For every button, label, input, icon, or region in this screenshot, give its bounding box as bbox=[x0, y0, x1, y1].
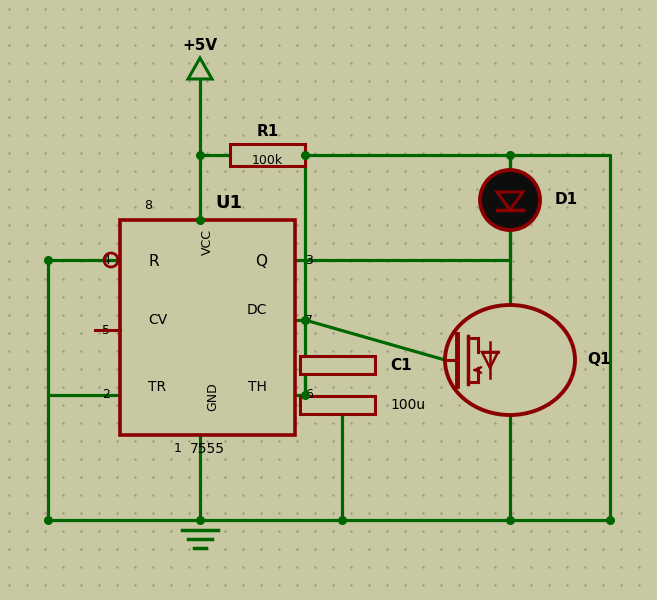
Text: 100k: 100k bbox=[252, 154, 283, 166]
Text: C1: C1 bbox=[390, 358, 412, 373]
Text: D1: D1 bbox=[555, 193, 578, 208]
Text: R1: R1 bbox=[256, 124, 279, 139]
FancyBboxPatch shape bbox=[230, 144, 305, 166]
Circle shape bbox=[480, 170, 540, 230]
Text: U1: U1 bbox=[215, 194, 242, 212]
Text: 3: 3 bbox=[305, 253, 313, 266]
FancyBboxPatch shape bbox=[300, 396, 375, 414]
Text: 4: 4 bbox=[102, 253, 110, 266]
Text: CV: CV bbox=[148, 313, 168, 327]
Text: VCC: VCC bbox=[201, 229, 214, 255]
FancyBboxPatch shape bbox=[120, 220, 295, 435]
Text: 8: 8 bbox=[144, 199, 152, 212]
Text: 100u: 100u bbox=[390, 398, 425, 412]
Text: 5: 5 bbox=[102, 323, 110, 337]
Ellipse shape bbox=[445, 305, 575, 415]
Text: 1: 1 bbox=[173, 443, 181, 455]
Text: GND: GND bbox=[206, 383, 219, 412]
Text: TR: TR bbox=[148, 380, 166, 394]
Text: TH: TH bbox=[248, 380, 267, 394]
FancyBboxPatch shape bbox=[300, 356, 375, 374]
Text: 7: 7 bbox=[305, 313, 313, 326]
Text: R: R bbox=[148, 254, 158, 269]
Text: 2: 2 bbox=[102, 389, 110, 401]
Text: Q: Q bbox=[255, 254, 267, 269]
Text: Q1: Q1 bbox=[587, 352, 610, 367]
Text: +5V: +5V bbox=[183, 38, 217, 53]
Text: 6: 6 bbox=[305, 389, 313, 401]
Text: DC: DC bbox=[246, 303, 267, 317]
Text: 7555: 7555 bbox=[190, 442, 225, 456]
